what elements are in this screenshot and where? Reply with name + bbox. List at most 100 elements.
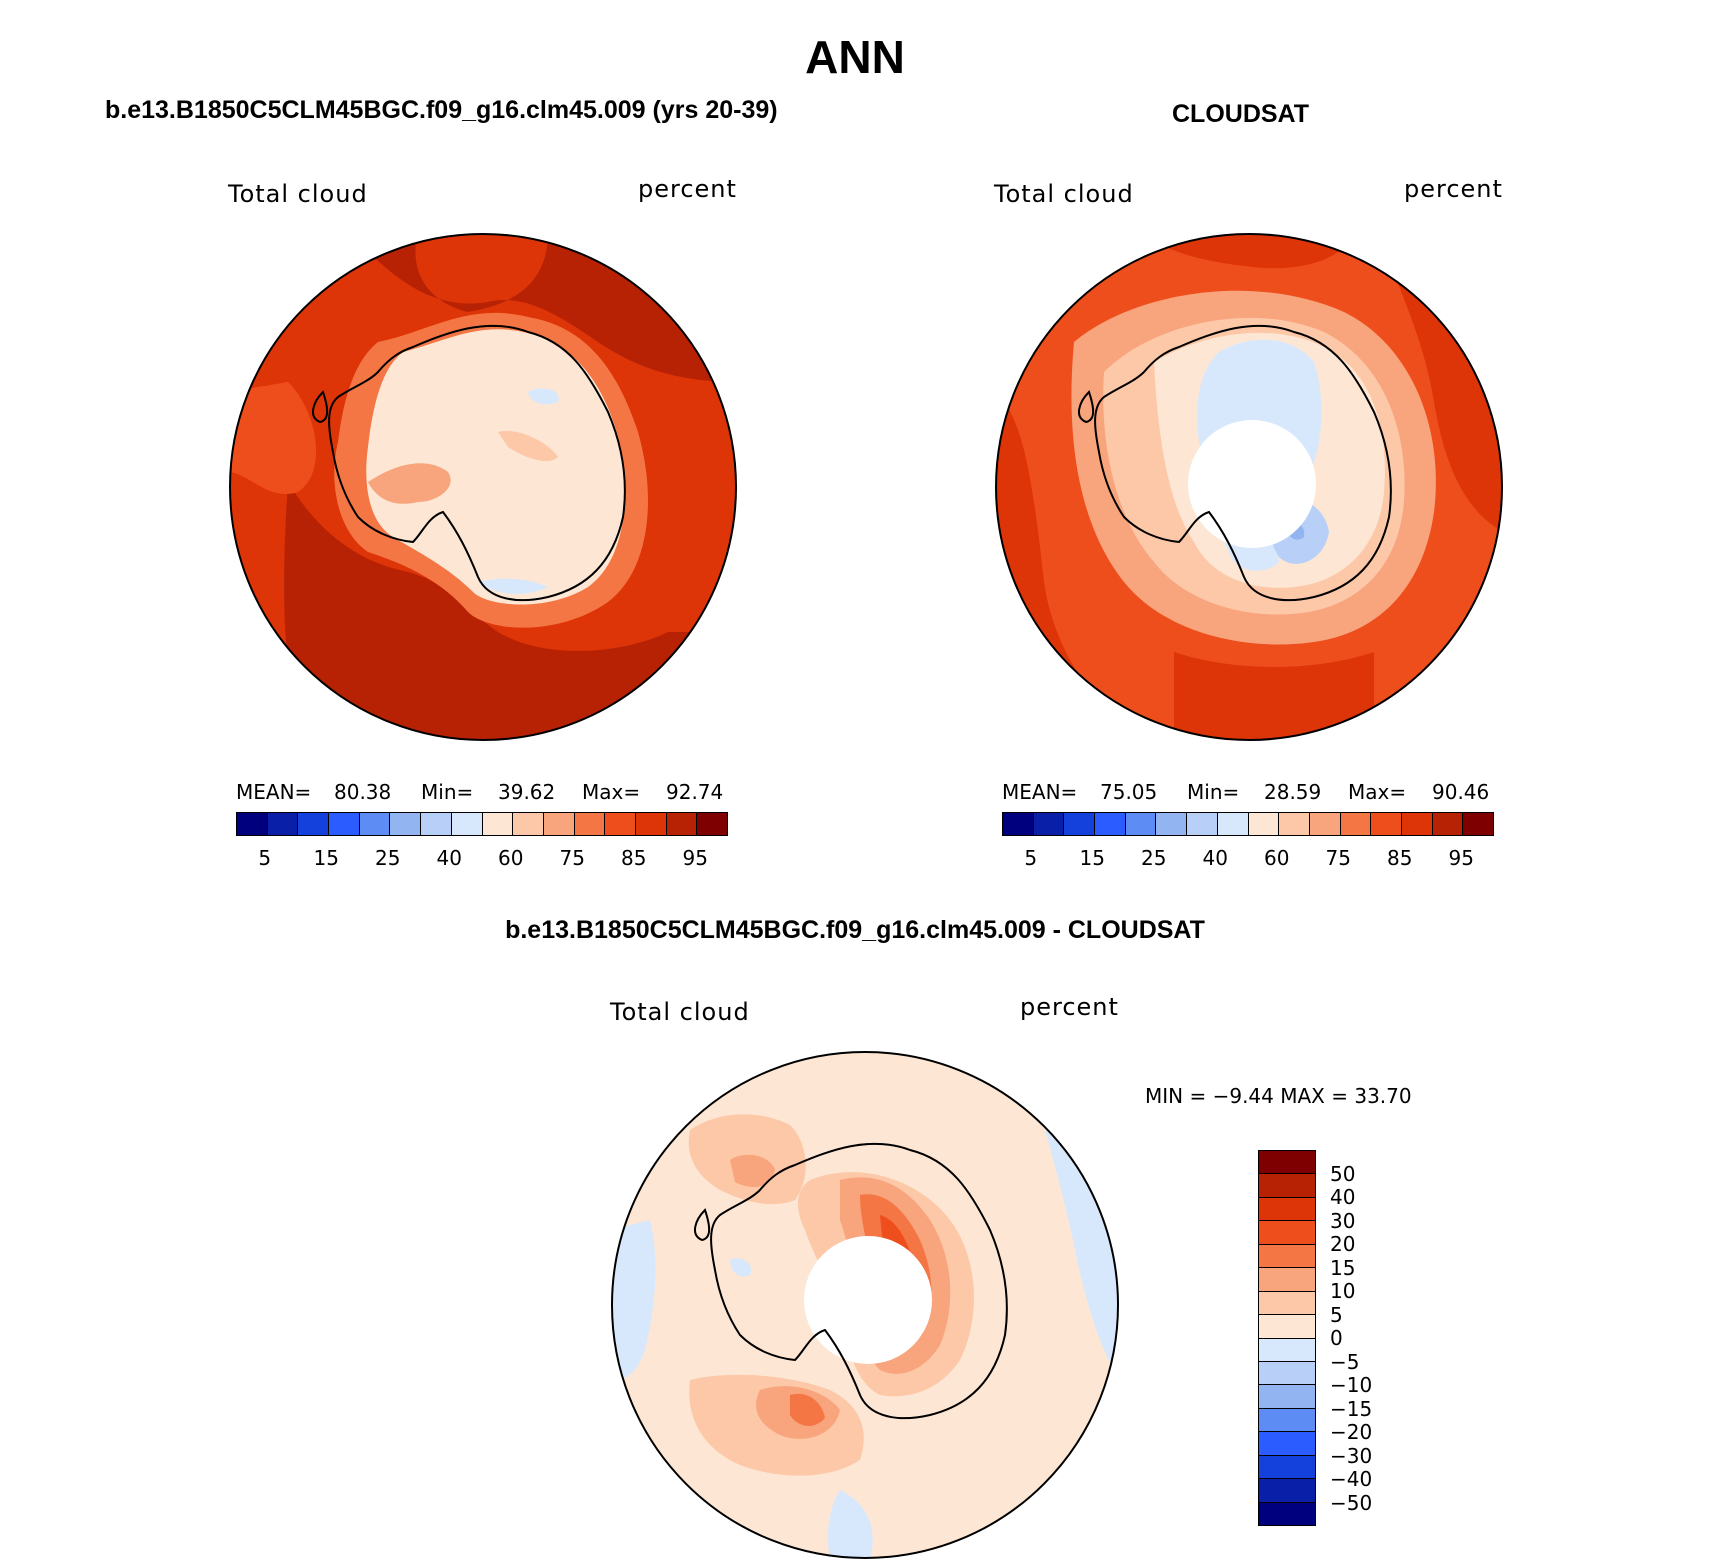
obs-min-value: 28.59	[1264, 780, 1322, 804]
diff-colorbar-tick-label: 10	[1330, 1279, 1356, 1303]
obs-polar-map	[995, 233, 1503, 741]
obs-colorbar-swatch	[1432, 813, 1464, 835]
diff-colorbar-swatch	[1259, 1479, 1315, 1503]
diff-colorbar-tick-label: −10	[1330, 1373, 1373, 1397]
diff-colorbar-tick-label: 20	[1330, 1232, 1356, 1256]
obs-colorbar-tick-label: 75	[1325, 846, 1351, 870]
model-map-border	[229, 233, 737, 741]
diff-units-label: percent	[1020, 993, 1119, 1021]
obs-colorbar-swatch	[1125, 813, 1157, 835]
obs-colorbar-tick-label: 25	[1141, 846, 1167, 870]
diff-colorbar-swatch	[1259, 1408, 1315, 1433]
diff-colorbar-swatch	[1259, 1244, 1315, 1269]
model-colorbar-tick-label: 5	[258, 846, 272, 870]
model-colorbar-tick-label: 85	[621, 846, 647, 870]
model-colorbar-swatch	[237, 813, 268, 835]
model-colorbar-tick-label: 15	[313, 846, 339, 870]
obs-colorbar-swatch	[1371, 813, 1402, 835]
diff-colorbar-swatch	[1259, 1151, 1315, 1175]
diff-colorbar-swatch	[1259, 1221, 1315, 1245]
diff-colorbar-swatch	[1259, 1174, 1315, 1198]
obs-colorbar-swatch	[1033, 813, 1065, 835]
diff-panel-title: b.e13.B1850C5CLM45BGC.f09_g16.clm45.009 …	[505, 916, 1205, 944]
diff-colorbar-tick-label: 50	[1330, 1161, 1356, 1186]
obs-units-label: percent	[1404, 175, 1503, 203]
model-interior-patch-2	[498, 431, 558, 462]
obs-colorbar-ticks: 5 15 25 40 60 75 85 95	[1002, 846, 1494, 872]
obs-max-value: 90.46	[1432, 780, 1490, 804]
obs-polar-data-gap	[1188, 420, 1316, 548]
diff-variable-label: Total cloud	[610, 998, 750, 1026]
model-colorbar-swatch	[390, 813, 422, 835]
obs-colorbar-swatch	[1248, 813, 1280, 835]
model-antarctica-coastline	[328, 324, 626, 602]
model-colorbar-tick-label: 25	[375, 846, 401, 870]
obs-colorbar-tick-label: 40	[1202, 846, 1228, 870]
diff-colorbar	[1258, 1150, 1316, 1526]
model-colorbar-swatch	[635, 813, 667, 835]
obs-colorbar-swatch	[1064, 813, 1096, 835]
model-panel-title: b.e13.B1850C5CLM45BGC.f09_g16.clm45.009 …	[105, 96, 778, 124]
model-colorbar-swatch	[451, 813, 483, 835]
diff-colorbar-tick-label: −5	[1330, 1349, 1360, 1374]
model-colorbar-swatch	[298, 813, 330, 835]
model-min-value: 39.62	[498, 780, 556, 804]
diff-colorbar-tick-label: 5	[1330, 1302, 1343, 1327]
diff-colorbar-tick-label: −50	[1330, 1490, 1373, 1515]
obs-colorbar-tick-label: 95	[1448, 846, 1474, 870]
diff-colorbar-swatch	[1259, 1502, 1315, 1525]
obs-antarctica-coastline	[1094, 324, 1392, 602]
diff-colorbar-tick-label: −40	[1330, 1467, 1373, 1491]
model-colorbar-tick-label: 75	[559, 846, 585, 870]
model-max-value: 92.74	[666, 780, 724, 804]
diff-negative-region-west	[612, 1220, 656, 1380]
obs-max-label: Max=	[1348, 780, 1407, 804]
diff-colorbar-ticks: 50 40 30 20 15 10 5 0 −5 −10 −15 −20 −30 −40 −50	[1330, 1150, 1410, 1526]
obs-colorbar-tick-label: 85	[1387, 846, 1413, 870]
obs-colorbar-swatch	[1095, 813, 1126, 835]
model-colorbar-swatch	[421, 813, 452, 835]
obs-colorbar-swatch	[1187, 813, 1218, 835]
model-units-label: percent	[638, 175, 737, 203]
diff-colorbar-swatch	[1259, 1197, 1315, 1222]
obs-colorbar-swatch	[1156, 813, 1188, 835]
obs-colorbar-swatch	[1279, 813, 1310, 835]
obs-colorbar-swatch	[1340, 813, 1372, 835]
model-interior-field	[366, 329, 625, 605]
obs-colorbar-swatch	[1217, 813, 1249, 835]
model-max-label: Max=	[582, 780, 641, 804]
diff-colorbar-swatch	[1259, 1361, 1315, 1386]
diff-colorbar-tick-label: −30	[1330, 1443, 1373, 1468]
obs-mean-value: 75.05	[1100, 780, 1158, 804]
diff-colorbar-tick-label: 30	[1330, 1208, 1356, 1233]
obs-colorbar-tick-label: 5	[1024, 846, 1038, 870]
model-light-blue-patch	[528, 388, 559, 405]
obs-colorbar-tick-label: 60	[1264, 846, 1290, 870]
model-colorbar-swatch	[482, 813, 514, 835]
model-colorbar-tick-label: 40	[436, 846, 462, 870]
model-colorbar-swatch	[329, 813, 360, 835]
model-colorbar-swatch	[605, 813, 636, 835]
diff-colorbar-swatch	[1259, 1455, 1315, 1480]
obs-colorbar-tick-label: 15	[1079, 846, 1105, 870]
model-moderate-band	[230, 382, 317, 494]
obs-colorbar-swatch	[1309, 813, 1341, 835]
model-colorbar-swatch	[697, 813, 727, 835]
model-polar-map	[229, 233, 737, 741]
diff-colorbar-swatch	[1259, 1338, 1315, 1362]
obs-panel-title: CLOUDSAT	[1172, 100, 1310, 128]
diff-minmax-text: MIN = −9.44 MAX = 33.70	[1145, 1084, 1412, 1108]
obs-variable-label: Total cloud	[994, 180, 1134, 208]
model-colorbar-ticks: 5 15 25 40 60 75 85 95	[236, 846, 728, 872]
model-colorbar-swatch	[359, 813, 391, 835]
model-min-label: Min=	[421, 780, 474, 804]
model-colorbar-swatch	[574, 813, 606, 835]
model-colorbar-tick-label: 60	[498, 846, 524, 870]
model-colorbar-swatch	[543, 813, 575, 835]
obs-min-label: Min=	[1187, 780, 1240, 804]
model-mean-label: MEAN=	[236, 780, 312, 804]
diff-colorbar-swatch	[1259, 1315, 1315, 1339]
model-colorbar-swatch	[267, 813, 299, 835]
obs-colorbar-swatch	[1463, 813, 1493, 835]
diff-colorbar-tick-label: 0	[1330, 1326, 1343, 1350]
